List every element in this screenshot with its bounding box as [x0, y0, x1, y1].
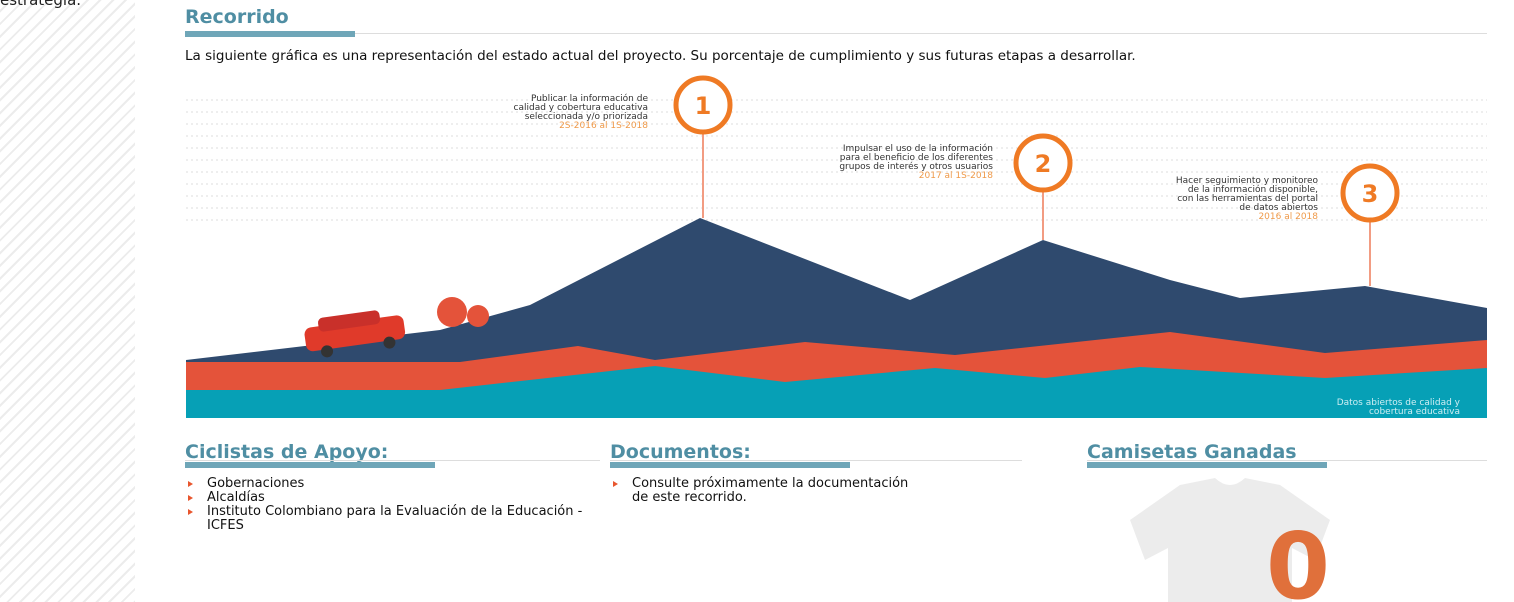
title-bar: [610, 462, 850, 468]
milestone-period: 2017 al 1S-2018: [919, 171, 994, 181]
list-item: Instituto Colombiano para la Evaluación …: [185, 505, 585, 533]
list-item: Alcaldías: [185, 491, 585, 505]
list-item: Gobernaciones: [185, 477, 585, 491]
milestone-period: 2S-2016 al 1S-2018: [559, 121, 648, 131]
title-bar: [185, 462, 435, 468]
page: estrategia. Recorrido La siguiente gráfi…: [0, 0, 1514, 602]
rule: [1087, 460, 1487, 461]
documents-list: Consulte próximamente la documentación d…: [610, 477, 910, 505]
milestone-period: 2016 al 2018: [1258, 212, 1318, 222]
rule: [610, 460, 1022, 461]
title-bar: [1087, 462, 1327, 468]
milestone-number: 2: [1035, 150, 1052, 178]
band-label: cobertura educativa: [1369, 407, 1460, 417]
rule: [185, 460, 600, 461]
logo: [437, 297, 489, 327]
shirt-count: 0: [1266, 513, 1330, 602]
milestone-number: 3: [1362, 180, 1379, 208]
list-item: Consulte próximamente la documentación d…: [610, 477, 910, 505]
milestone-number: 1: [695, 92, 712, 120]
